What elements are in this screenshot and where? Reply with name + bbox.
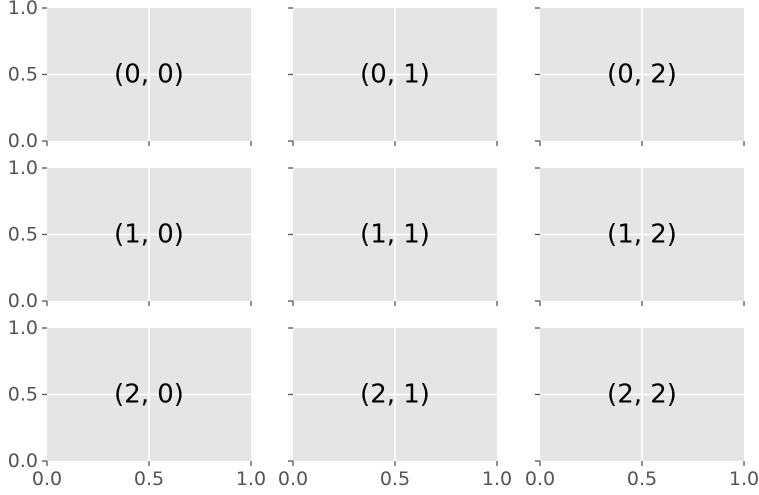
y-tick-label: 1.0 — [8, 0, 38, 19]
x-tick-label: 1.0 — [482, 468, 512, 490]
x-tick-label: 0.0 — [278, 468, 308, 490]
y-tick-label: 1.0 — [8, 157, 38, 179]
x-tick-label: 0.5 — [380, 468, 410, 490]
subplot-0-1: (0, 1) — [288, 7, 498, 146]
x-tick-label: 0.5 — [134, 468, 164, 490]
panel-annotation: (0, 0) — [114, 60, 184, 90]
subplot-1-0: 0.0 0.5 1.0 (1, 0) — [8, 157, 252, 312]
panel-annotation: (1, 1) — [360, 220, 430, 250]
panel-annotation: (1, 2) — [607, 220, 677, 250]
x-tick-label: 1.0 — [729, 468, 759, 490]
panel-annotation: (0, 1) — [360, 60, 430, 90]
y-tick-label: 0.5 — [8, 64, 38, 86]
subplot-0-2: (0, 2) — [535, 7, 745, 146]
x-tick-label: 1.0 — [236, 468, 266, 490]
subplot-0-0: 0.0 0.5 1.0 (0, 0) — [8, 0, 252, 152]
x-tick-label: 0.0 — [525, 468, 555, 490]
y-tick-label: 0.5 — [8, 224, 38, 246]
subplot-2-2: 0.0 0.5 1.0 (2, 2) — [525, 327, 759, 490]
subplot-2-1: 0.0 0.5 1.0 (2, 1) — [278, 327, 512, 490]
y-tick-label: 1.0 — [8, 317, 38, 339]
panel-annotation: (2, 0) — [114, 380, 184, 410]
x-tick-label: 0.5 — [627, 468, 657, 490]
x-tick-label: 0.0 — [32, 468, 62, 490]
panel-annotation: (2, 2) — [607, 380, 677, 410]
panel-annotation: (1, 0) — [114, 220, 184, 250]
y-tick-label: 0.0 — [8, 290, 38, 312]
y-tick-label: 0.0 — [8, 130, 38, 152]
panel-annotation: (0, 2) — [607, 60, 677, 90]
subplot-1-2: (1, 2) — [535, 167, 745, 306]
y-tick-label: 0.0 — [8, 450, 38, 472]
subplot-1-1: (1, 1) — [288, 167, 498, 306]
panel-annotation: (2, 1) — [360, 380, 430, 410]
subplot-2-0: 0.0 0.5 1.0 0.0 0.5 1.0 (2, 0) — [8, 317, 266, 490]
y-tick-label: 0.5 — [8, 384, 38, 406]
